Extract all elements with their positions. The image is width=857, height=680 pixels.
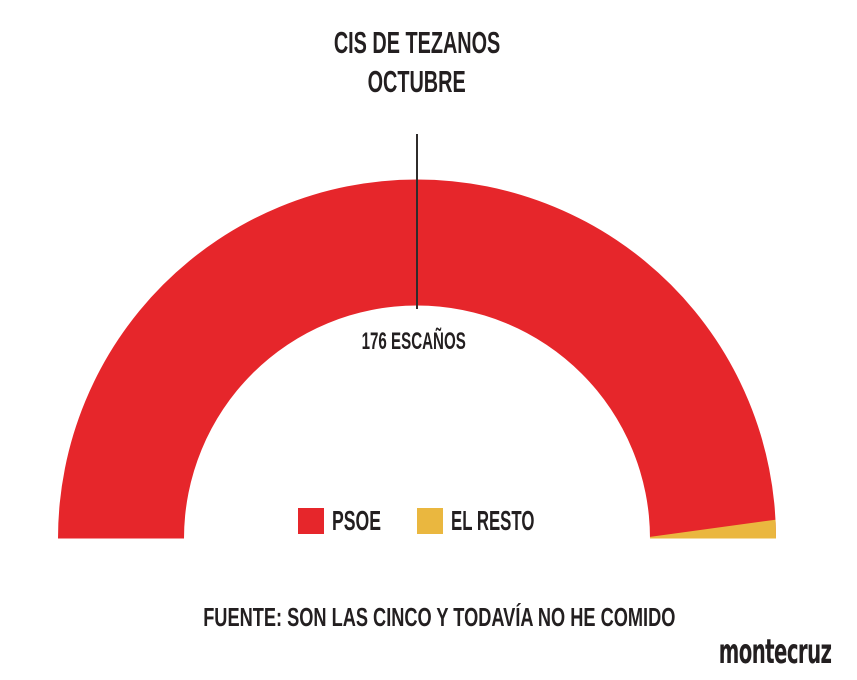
majority-threshold-line xyxy=(416,134,418,309)
majority-threshold-label-text: 176 ESCAÑOS xyxy=(361,328,467,355)
majority-threshold-label: 176 ESCAÑOS xyxy=(0,325,828,359)
chart-title-text: CIS DE TEZANOS xyxy=(333,25,501,60)
resto-legend-label: EL RESTO xyxy=(451,505,535,536)
chart-subtitle: OCTUBRE xyxy=(0,65,834,99)
resto-color-swatch xyxy=(417,508,443,534)
source-note-text: FUENTE: SON LAS CINCO Y TODAVÍA NO HE CO… xyxy=(202,602,676,632)
psoe-arc-segment xyxy=(58,179,776,539)
resto-arc-segment xyxy=(650,519,776,539)
psoe-color-swatch xyxy=(298,508,324,534)
author-signature: montecruz xyxy=(0,632,857,672)
legend-item-psoe: PSOE xyxy=(298,505,410,536)
legend: PSOE EL RESTO xyxy=(0,505,857,536)
chart-title: CIS DE TEZANOS xyxy=(0,26,834,60)
legend-item-resto: EL RESTO xyxy=(417,505,590,536)
psoe-legend-label: PSOE xyxy=(332,505,382,536)
source-note: FUENTE: SON LAS CINCO Y TODAVÍA NO HE CO… xyxy=(0,600,857,634)
chart-subtitle-text: OCTUBRE xyxy=(367,64,467,99)
author-signature-text: montecruz xyxy=(718,632,832,672)
